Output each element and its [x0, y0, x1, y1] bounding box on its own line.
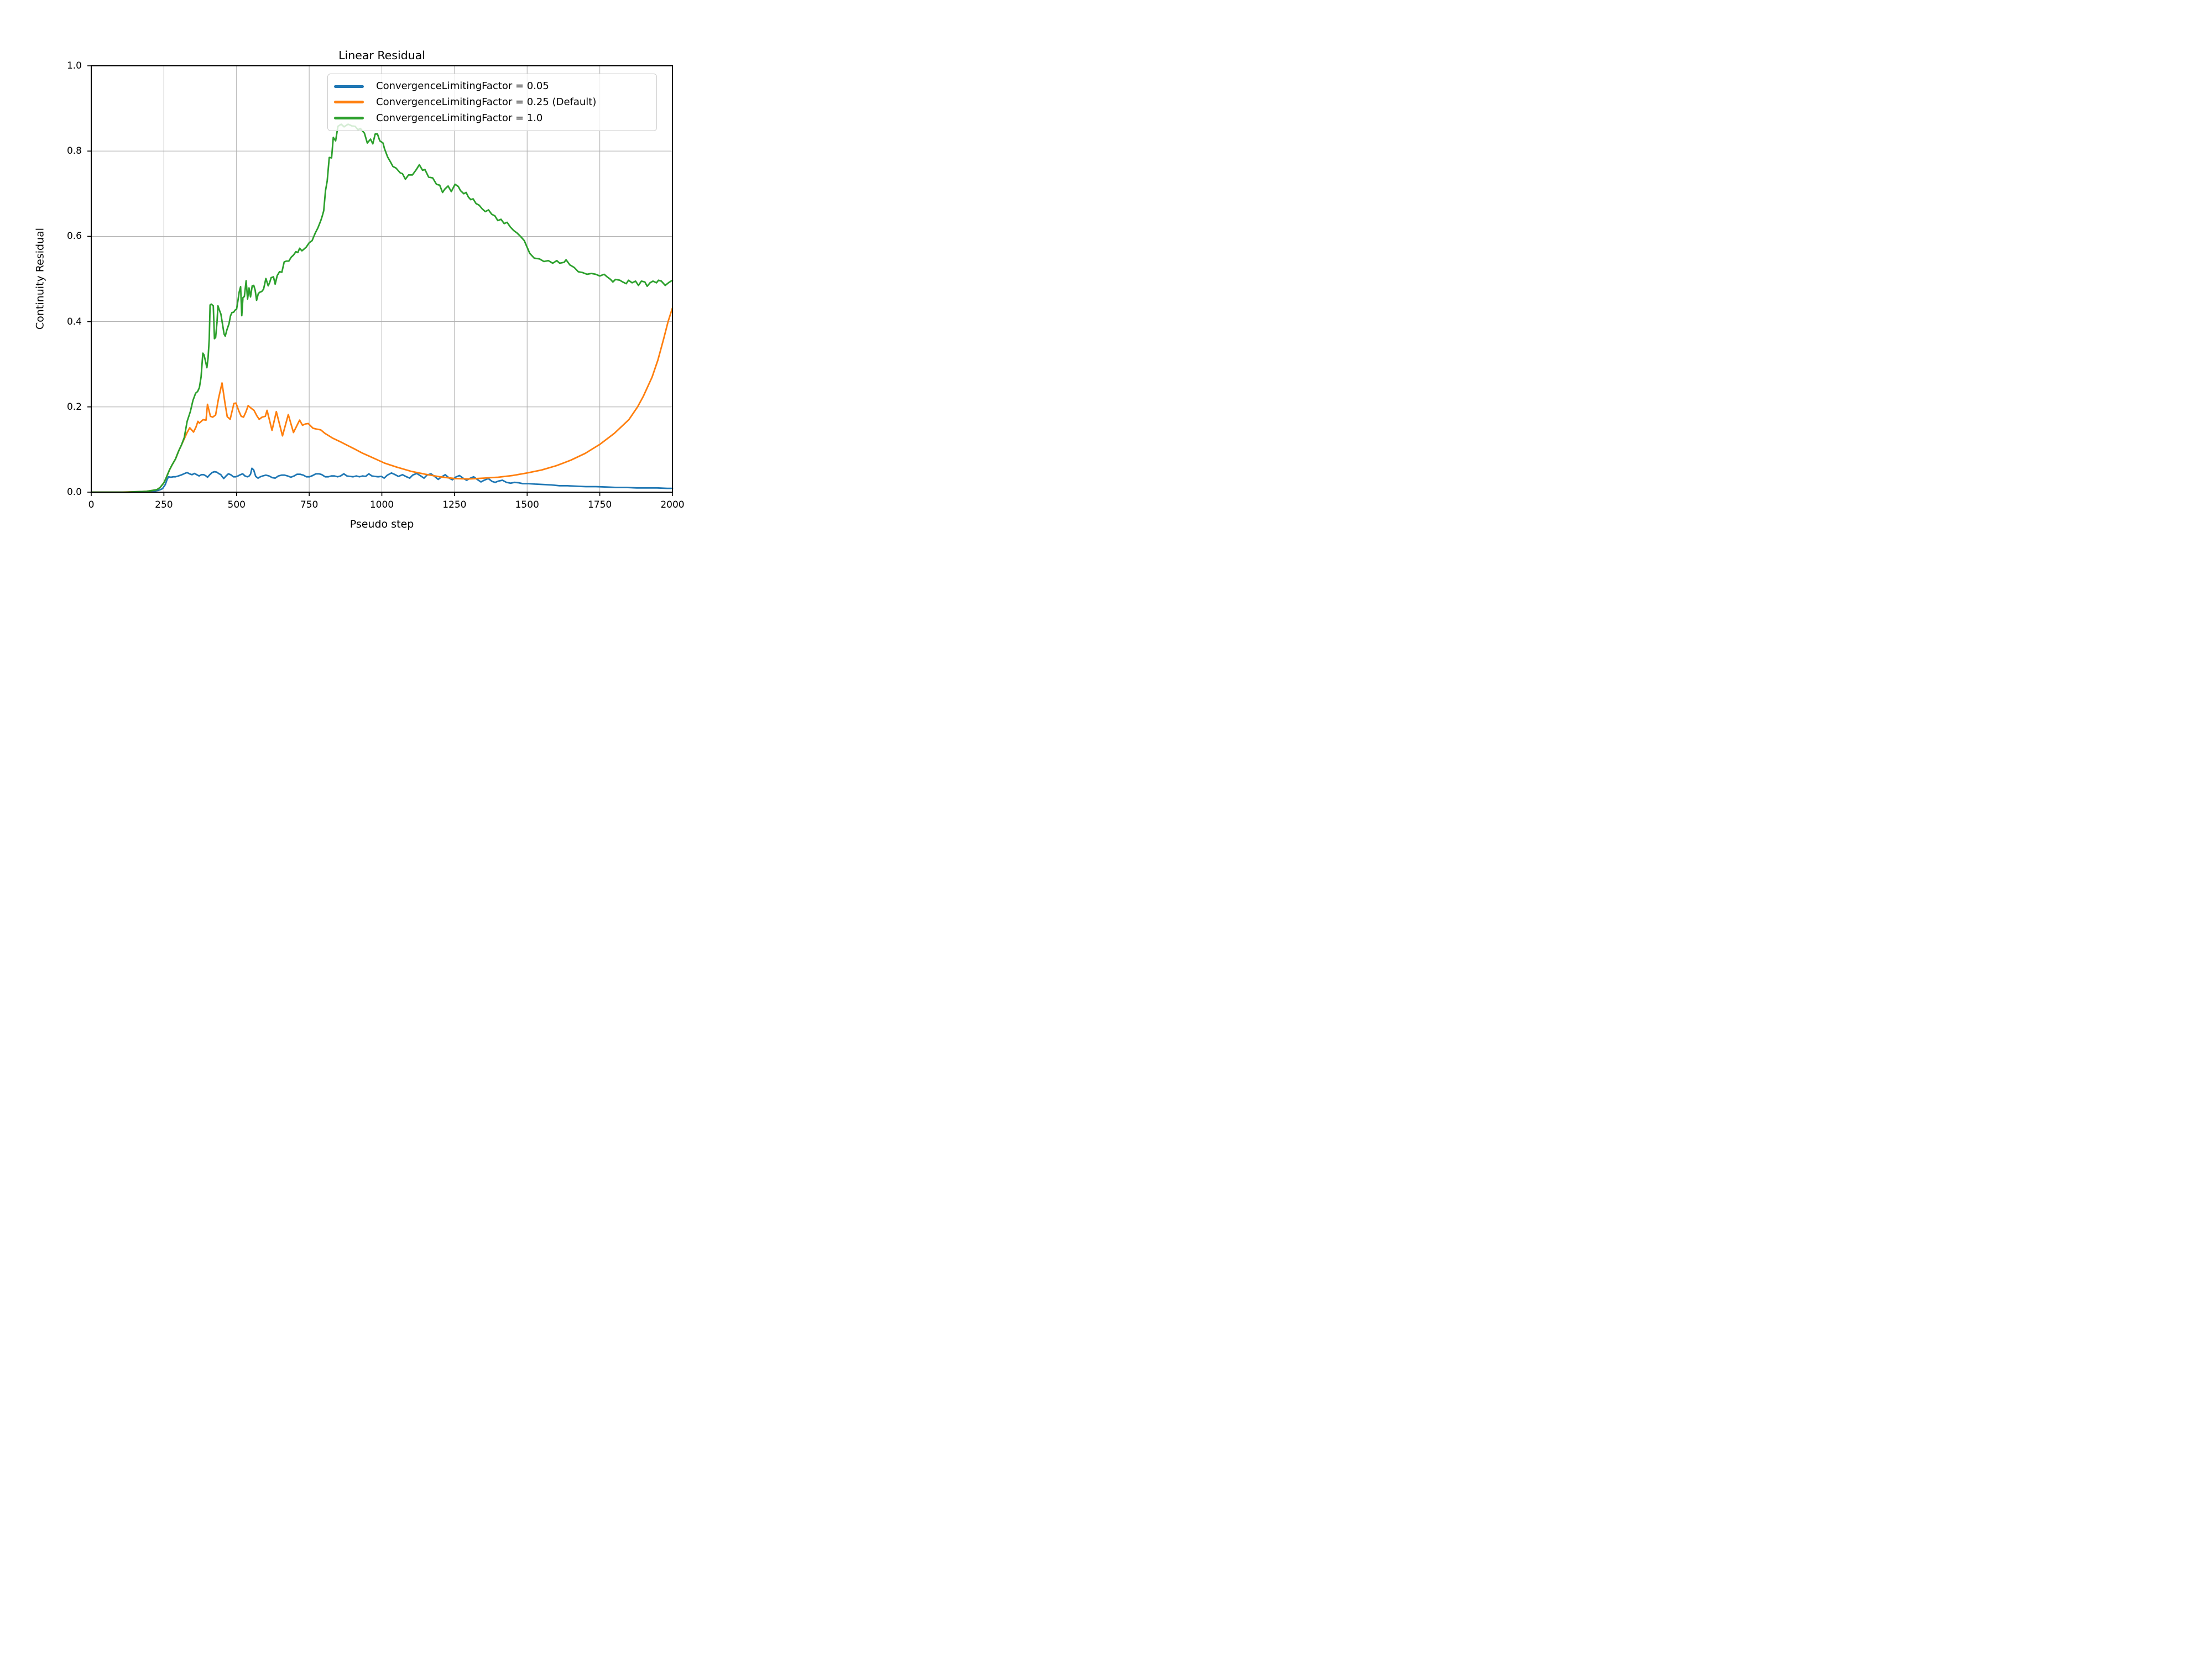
legend-swatch-green	[334, 117, 364, 120]
y-tick-label: 1.0	[66, 60, 82, 71]
x-tick-label: 0	[88, 499, 95, 510]
series-line	[90, 467, 674, 493]
x-tick-label: 1750	[587, 499, 612, 510]
legend-item: ConvergenceLimitingFactor = 1.0	[328, 113, 656, 124]
x-tick-label: 250	[155, 499, 173, 510]
x-axis-label: Pseudo step	[349, 518, 414, 530]
legend-item: ConvergenceLimitingFactor = 0.05	[328, 81, 656, 92]
legend-item-label: ConvergenceLimitingFactor = 1.0	[376, 112, 543, 124]
y-tick-label: 0.4	[66, 316, 82, 327]
x-tick-label: 1500	[515, 499, 539, 510]
figure: Linear Residual Pseudo step Continuity R…	[0, 0, 737, 553]
x-tick-label: 750	[300, 499, 319, 510]
legend-item: ConvergenceLimitingFactor = 0.25 (Defaul…	[328, 97, 656, 108]
series-line	[90, 307, 674, 493]
legend-item-label: ConvergenceLimitingFactor = 0.25 (Defaul…	[376, 96, 597, 108]
y-tick-label: 0.6	[66, 231, 82, 242]
y-tick-label: 0.2	[66, 401, 82, 413]
x-tick-label: 500	[227, 499, 246, 510]
y-axis-label: Continuity Residual	[34, 228, 46, 330]
x-tick-label: 2000	[660, 499, 685, 510]
legend: ConvergenceLimitingFactor = 0.05 Converg…	[327, 74, 657, 131]
x-tick-label: 1250	[442, 499, 467, 510]
x-tick-label: 1000	[369, 499, 394, 510]
legend-swatch-orange	[334, 101, 364, 104]
y-tick-label: 0.8	[66, 145, 82, 157]
chart-title: Linear Residual	[338, 49, 425, 62]
legend-swatch-blue	[334, 85, 364, 88]
legend-item-label: ConvergenceLimitingFactor = 0.05	[376, 80, 549, 92]
y-tick-label: 0.0	[66, 487, 82, 498]
